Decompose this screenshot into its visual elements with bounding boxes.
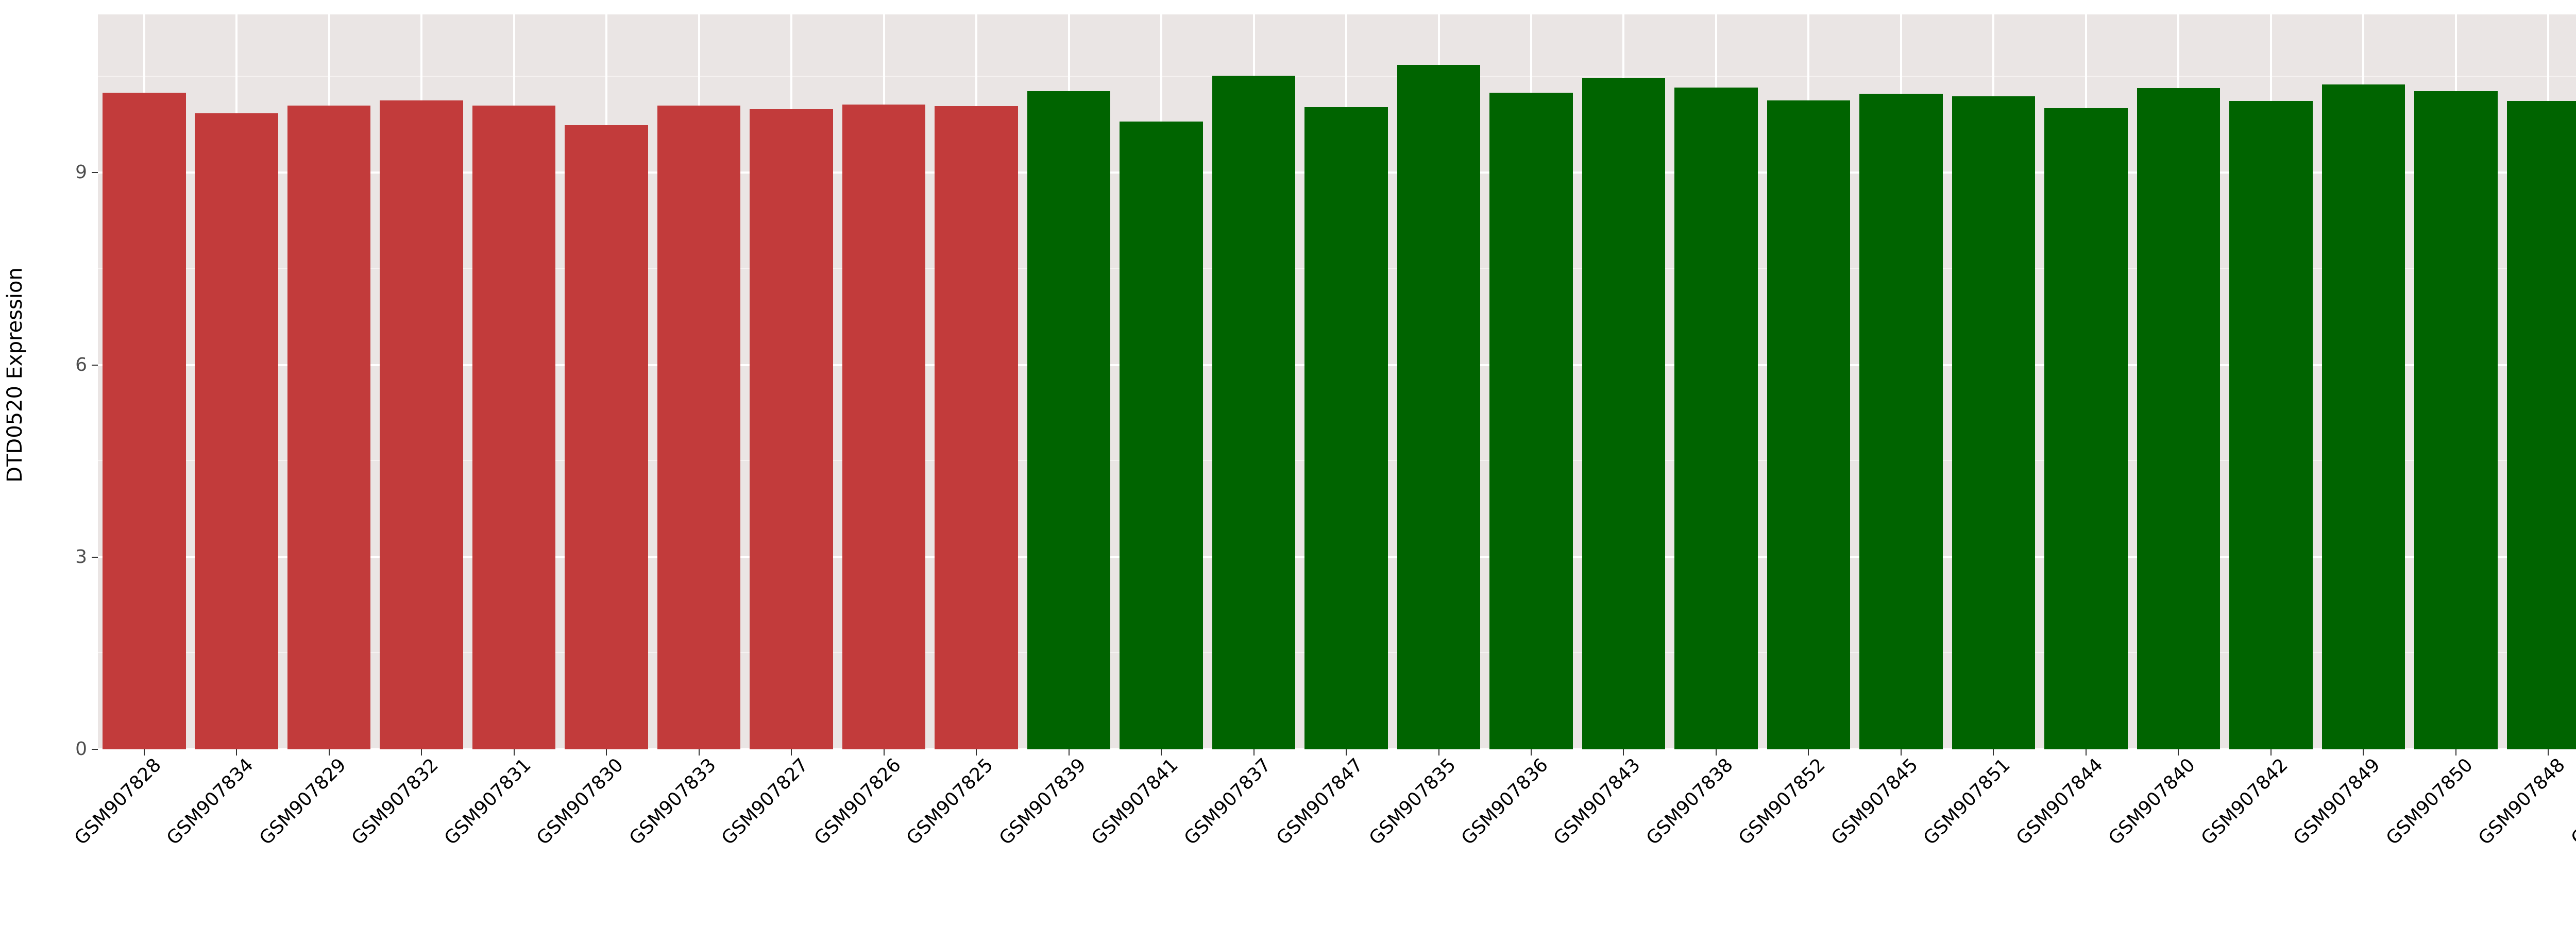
gridline-minor-y xyxy=(98,75,2576,77)
bar xyxy=(750,109,833,749)
x-axis-tick-mark xyxy=(236,749,238,756)
x-axis-tick-mark xyxy=(513,749,515,756)
x-axis-tick-marks xyxy=(98,749,2576,756)
x-axis-tick-mark xyxy=(791,749,792,756)
x-axis-tick-mark xyxy=(1715,749,1717,756)
x-axis-tick-label: GSM907834 xyxy=(163,754,258,849)
x-axis-tick-label: GSM907850 xyxy=(2382,754,2477,849)
x-axis-tick-mark xyxy=(1993,749,1994,756)
bar xyxy=(657,105,741,749)
bar xyxy=(2506,100,2576,749)
x-axis-tick-label: GSM907833 xyxy=(625,754,720,849)
bar xyxy=(1489,92,1573,749)
x-axis-tick-label: GSM907849 xyxy=(2290,754,2385,849)
x-axis-tick-label: GSM907835 xyxy=(1365,754,1460,849)
x-axis-tick-label: GSM907844 xyxy=(2012,754,2107,849)
y-axis-tick-label: 0 xyxy=(75,739,87,760)
x-axis-tick-label: GSM907837 xyxy=(1180,754,1275,849)
bar xyxy=(1212,76,1296,749)
x-axis-tick-mark xyxy=(2178,749,2179,756)
x-axis-tick-label: GSM907842 xyxy=(2197,754,2292,849)
x-axis-tick-label: GSM907839 xyxy=(995,754,1090,849)
x-axis-tick-mark xyxy=(1253,749,1255,756)
bar xyxy=(935,106,1018,749)
x-axis-tick-mark xyxy=(1900,749,1902,756)
x-axis-tick-mark xyxy=(421,749,422,756)
bar xyxy=(1767,100,1851,749)
y-axis-tick-label: 9 xyxy=(75,162,87,183)
x-axis-tick-label: GSM907851 xyxy=(1920,754,2015,849)
y-axis-title: DTD0520 Expression xyxy=(0,0,30,749)
bar xyxy=(565,125,648,749)
x-axis-tick-mark xyxy=(2270,749,2272,756)
x-axis-tick-label: GSM907829 xyxy=(255,754,350,849)
x-axis-tick-label: GSM907841 xyxy=(1087,754,1182,849)
bar xyxy=(472,105,556,749)
x-axis-tick-mark xyxy=(2363,749,2364,756)
x-axis-tick-label: GSM907827 xyxy=(717,754,812,849)
x-axis-tick-mark xyxy=(1068,749,1070,756)
x-axis-tick-mark xyxy=(1808,749,1809,756)
bar xyxy=(1397,65,1481,749)
x-axis-tick-label: GSM907838 xyxy=(1642,754,1737,849)
bar xyxy=(1120,121,1203,749)
x-axis-tick-label: GSM907826 xyxy=(810,754,905,849)
bar xyxy=(1859,94,1943,749)
x-axis-tick-mark xyxy=(143,749,145,756)
x-axis-tick-label: GSM907831 xyxy=(440,754,535,849)
bar xyxy=(2414,91,2498,749)
x-axis-tick-label: GSM907836 xyxy=(1457,754,1552,849)
bar xyxy=(1582,78,1666,749)
bar xyxy=(2137,88,2221,749)
x-axis-tick-mark xyxy=(698,749,700,756)
x-axis-tick-mark xyxy=(1346,749,1347,756)
x-axis-tick-mark xyxy=(2085,749,2087,756)
bar xyxy=(102,92,186,749)
bar xyxy=(2044,108,2128,749)
bar xyxy=(1027,91,1111,749)
x-axis-tick-label: GSM907845 xyxy=(1827,754,1922,849)
x-axis-tick-label: GSM907843 xyxy=(1550,754,1645,849)
x-axis-tick-mark xyxy=(2548,749,2549,756)
bar xyxy=(287,105,371,749)
x-axis-tick-label: GSM907830 xyxy=(532,754,628,849)
x-axis-tick-mark xyxy=(1438,749,1439,756)
x-axis-tick-label: GSM907832 xyxy=(348,754,443,849)
bar xyxy=(2229,100,2313,749)
bar xyxy=(195,113,278,749)
x-axis-tick-mark xyxy=(1161,749,1162,756)
x-axis-tick-mark xyxy=(976,749,977,756)
x-axis-tick-label: GSM907848 xyxy=(2475,754,2570,849)
bar xyxy=(1952,96,2036,749)
bar xyxy=(1304,107,1388,749)
bar xyxy=(380,100,463,749)
y-axis-tick-mark xyxy=(92,172,98,174)
y-axis-tick-mark xyxy=(92,364,98,366)
x-axis-tick-mark xyxy=(1623,749,1624,756)
x-axis-tick-mark xyxy=(883,749,885,756)
bar xyxy=(842,105,926,749)
plot-panel xyxy=(98,14,2576,749)
y-axis-title-text: DTD0520 Expression xyxy=(3,267,27,483)
x-axis-tick-label: GSM907853 xyxy=(2567,754,2576,849)
x-axis-tick-label: GSM907840 xyxy=(2105,754,2200,849)
x-axis-tick-label: GSM907828 xyxy=(70,754,165,849)
y-axis-tick-label: 3 xyxy=(75,546,87,568)
x-axis-tick-mark xyxy=(1530,749,1532,756)
x-axis-tick-label: GSM907852 xyxy=(1735,754,1830,849)
x-axis-tick-mark xyxy=(606,749,607,756)
y-axis-tick-labels: 0 3 6 9 xyxy=(30,0,98,759)
x-axis-tick-mark xyxy=(328,749,330,756)
y-axis-tick-label: 6 xyxy=(75,354,87,375)
bar xyxy=(2321,84,2405,749)
x-axis-tick-label: GSM907847 xyxy=(1272,754,1367,849)
y-axis-tick-mark xyxy=(92,556,98,558)
x-axis-tick-mark xyxy=(2455,749,2456,756)
x-axis-tick-labels: GSM907828 GSM907834 GSM907829 GSM907832 GSM9… xyxy=(71,754,2576,927)
x-axis-tick-label: GSM907825 xyxy=(902,754,997,849)
y-axis-tick-mark xyxy=(92,749,98,750)
bar xyxy=(1674,87,1758,749)
